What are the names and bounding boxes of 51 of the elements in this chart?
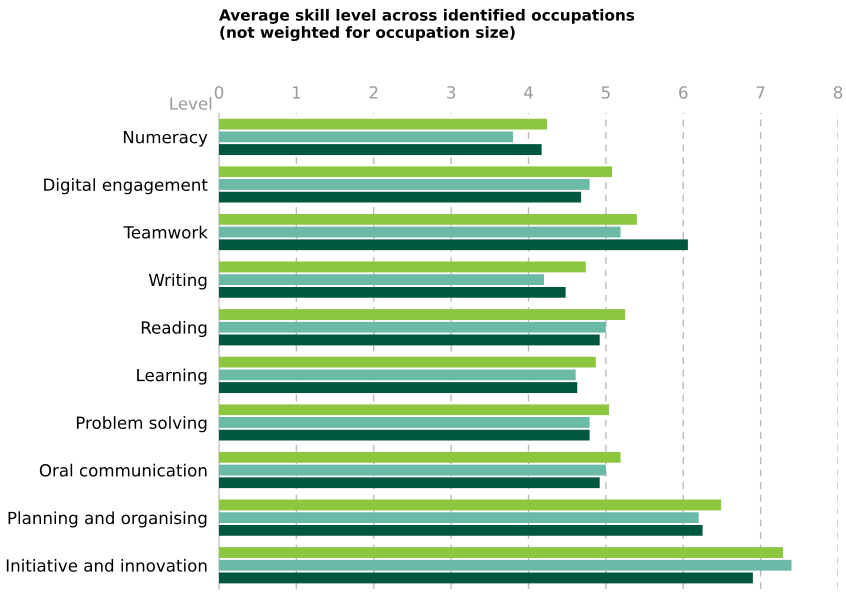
bar — [219, 356, 596, 368]
bar — [219, 404, 609, 416]
bar — [219, 118, 548, 130]
y-tick-label: Digital engagement — [44, 178, 208, 194]
y-tick-label: Oral communication — [40, 464, 206, 477]
x-tick-label: 7 — [756, 86, 765, 98]
bar — [219, 560, 792, 571]
bar — [219, 452, 621, 463]
bar — [219, 262, 586, 272]
bar — [219, 131, 514, 142]
bar — [219, 226, 621, 238]
y-tick-label: Learning — [137, 368, 206, 385]
x-tick-label: 5 — [602, 86, 610, 99]
bar — [219, 547, 784, 558]
x-tick-label: 1 — [292, 86, 300, 98]
bar — [219, 382, 578, 393]
bar — [219, 417, 590, 428]
bar — [219, 477, 600, 488]
bar — [219, 192, 582, 203]
x-tick-label: 4 — [524, 86, 533, 98]
bar — [219, 369, 576, 380]
bar — [219, 512, 699, 524]
bar — [219, 286, 566, 298]
bar — [219, 524, 703, 536]
x-tick-label: 3 — [447, 86, 456, 99]
bar — [219, 309, 626, 320]
bar — [219, 322, 606, 333]
y-tick-label: Problem solving — [76, 416, 206, 432]
bar — [219, 464, 606, 476]
x-tick-label: 0 — [214, 86, 224, 99]
bar — [219, 274, 544, 286]
bar — [219, 500, 722, 510]
x-tick-label: 8 — [834, 86, 842, 99]
bar — [219, 334, 600, 346]
bar — [219, 214, 637, 225]
y-tick-label: Initiative and innovation — [6, 558, 206, 572]
bar — [219, 572, 753, 584]
y-tick-label: Planning and organising — [8, 511, 206, 528]
bar — [219, 430, 590, 441]
y-tick-label: Numeracy — [124, 131, 208, 147]
x-tick-label: 2 — [370, 86, 378, 98]
bar — [219, 166, 612, 178]
y-tick-label: Reading — [142, 320, 206, 338]
x-tick-label: 6 — [679, 86, 688, 99]
chart-title: Average skill level across identified occupations (not weighted for occupation size) — [219, 8, 634, 42]
bar — [219, 144, 542, 155]
bar — [219, 239, 688, 250]
y-tick-label: Teamwork — [123, 226, 208, 239]
x-axis-title: Level — [170, 96, 212, 110]
y-tick-label: Writing — [148, 273, 206, 290]
bar — [219, 179, 590, 190]
